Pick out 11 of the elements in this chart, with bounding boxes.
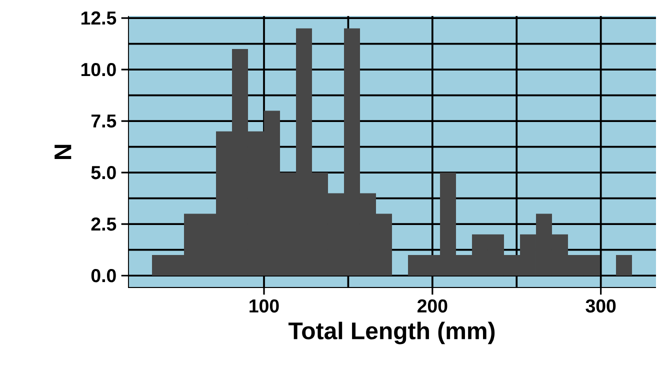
y-tick-label: 7.5 [91, 114, 116, 128]
y-axis-title: N [54, 144, 72, 160]
y-tick-label: 2.5 [91, 217, 116, 231]
y-tick-label: 5.0 [91, 166, 116, 180]
y-tick-label: 10.0 [81, 62, 116, 76]
x-axis-title: Total Length (mm) [288, 322, 495, 344]
y-tick-label: 12.5 [81, 11, 116, 25]
y-tick-label: 0.0 [91, 269, 116, 282]
x-tick-label: 300 [586, 299, 616, 313]
x-tick-label: 200 [417, 299, 448, 313]
x-tick-label: 100 [250, 299, 279, 313]
